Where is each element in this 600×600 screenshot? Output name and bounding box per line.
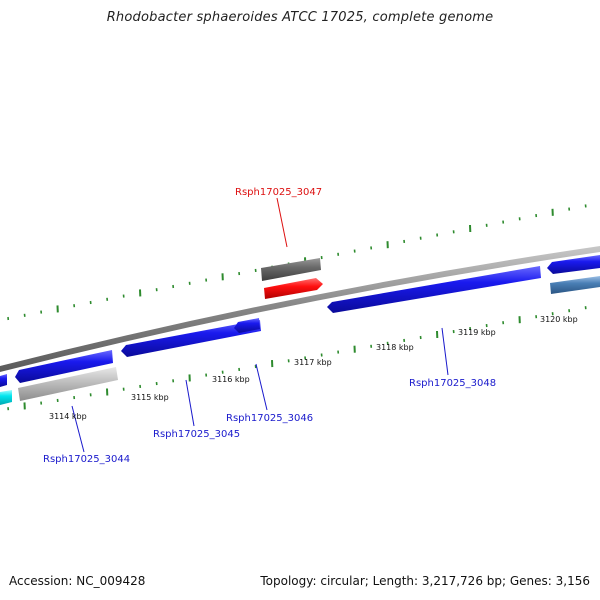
gene-arrow-3047[interactable]: [264, 278, 323, 299]
tick-label-3119: 3119 kbp: [458, 328, 496, 337]
accession-label: Accession: NC_009428: [9, 574, 146, 588]
gene-labels: Rsph17025_3044 Rsph17025_3045 Rsph17025_…: [43, 187, 496, 465]
gene-arrow-edge-left[interactable]: [0, 374, 7, 387]
tick-label-3118: 3118 kbp: [376, 343, 414, 352]
gene-arrow-grey-lower[interactable]: [18, 367, 118, 401]
gene-label-3047[interactable]: Rsph17025_3047: [235, 187, 322, 198]
gene-arrow-steelblue[interactable]: [550, 276, 600, 294]
gene-label-3048[interactable]: Rsph17025_3048: [409, 378, 496, 389]
tick-label-3115: 3115 kbp: [131, 393, 169, 402]
gene-arrow-3044[interactable]: [15, 350, 113, 383]
gene-arrow-3049[interactable]: [547, 255, 600, 274]
leader-line-3045: [185, 379, 195, 427]
scale-tick-labels: 3114 kbp 3115 kbp 3116 kbp 3117 kbp 3118…: [49, 315, 578, 421]
forward-strand-genes: [261, 258, 323, 299]
reverse-strand-genes: [0, 255, 600, 405]
leader-line-3046: [255, 363, 268, 411]
leader-line-3044: [71, 405, 85, 453]
genome-backbone: [0, 246, 600, 372]
gene-arrow-3047-upper[interactable]: [261, 258, 321, 281]
gene-arrow-3046[interactable]: [234, 318, 260, 333]
gene-label-3046[interactable]: Rsph17025_3046: [226, 413, 313, 424]
gene-arrow-3045[interactable]: [121, 320, 261, 357]
tick-label-3117: 3117 kbp: [294, 358, 332, 367]
tick-label-3114: 3114 kbp: [49, 412, 87, 421]
tick-label-3116: 3116 kbp: [212, 375, 250, 384]
tick-label-3120: 3120 kbp: [540, 315, 578, 324]
gene-arrow-3048[interactable]: [327, 266, 541, 313]
inner-scale-ticks: [7, 306, 587, 411]
leader-line-3048: [441, 327, 449, 376]
leader-line-3047: [276, 197, 288, 248]
gene-label-3044[interactable]: Rsph17025_3044: [43, 454, 130, 465]
genome-title: Rhodobacter sphaeroides ATCC 17025, comp…: [106, 10, 494, 25]
genome-stats: Topology: circular; Length: 3,217,726 bp…: [260, 574, 590, 588]
label-leader-lines: [71, 197, 449, 453]
gene-arrow-cyan[interactable]: [0, 390, 12, 405]
gene-label-3045[interactable]: Rsph17025_3045: [153, 429, 240, 440]
